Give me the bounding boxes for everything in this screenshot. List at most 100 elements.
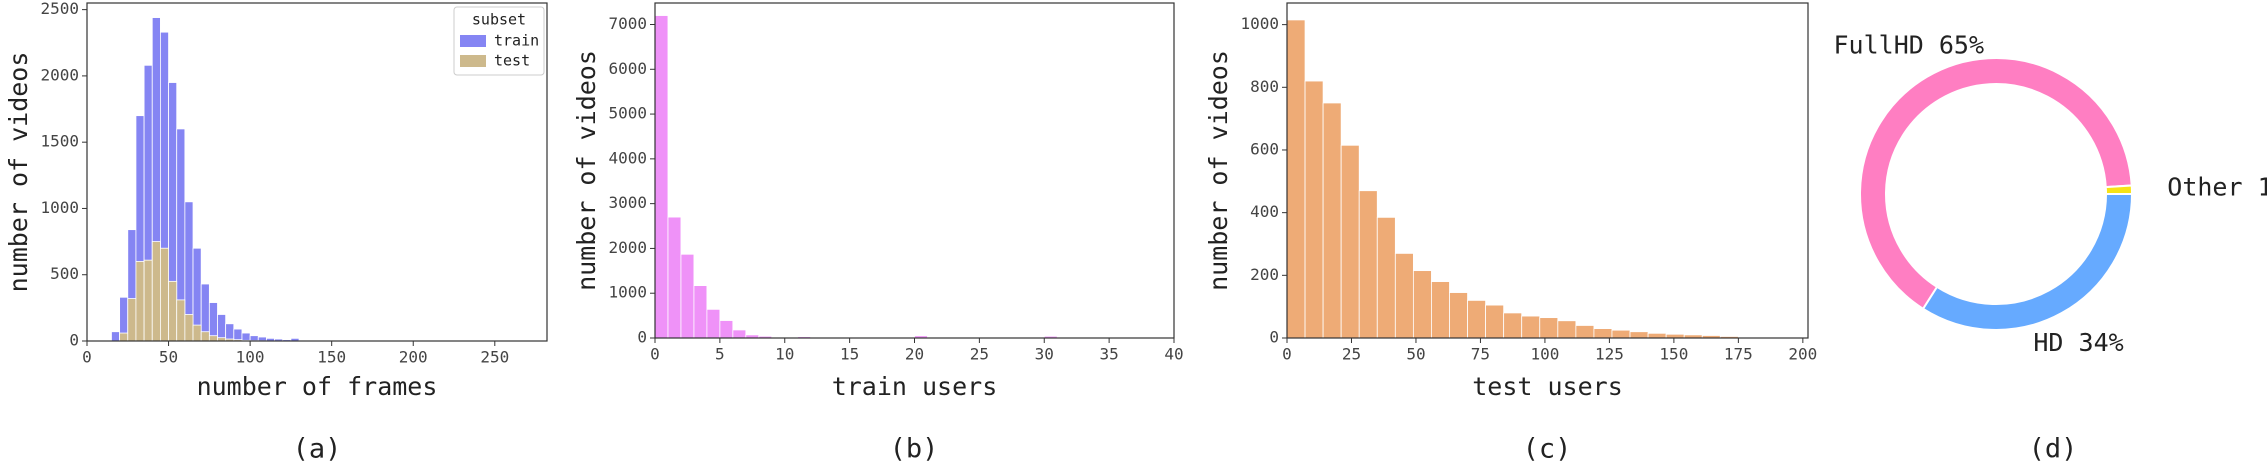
x-tick-label: 200 <box>1788 345 1817 364</box>
slice-name: Other <box>2167 173 2242 202</box>
bar <box>1593 328 1613 339</box>
y-tick-label: 4000 <box>608 148 647 167</box>
y-tick-label: 6000 <box>608 59 647 78</box>
bar <box>127 298 137 342</box>
bar <box>1376 216 1396 339</box>
legend-label: train <box>494 32 539 50</box>
x-tick-label: 150 <box>1659 345 1688 364</box>
bar <box>1322 102 1342 339</box>
y-tick-label: 400 <box>1250 202 1279 221</box>
slice-value: 65% <box>1939 31 1984 60</box>
x-tick-label: 175 <box>1724 345 1753 364</box>
slice-value: 34% <box>2079 328 2124 357</box>
y-tick-label: 2500 <box>40 0 79 18</box>
legend-swatch <box>460 55 486 67</box>
legend: subset train test <box>453 6 545 76</box>
y-axis-label: number of videos <box>572 50 601 291</box>
slice-label: HD 34% <box>2033 328 2123 357</box>
x-tick-label: 20 <box>905 345 924 364</box>
bar <box>168 280 178 342</box>
plot-frame <box>1286 2 1809 339</box>
bar <box>680 253 695 339</box>
x-tick-label: 15 <box>840 345 859 364</box>
legend-label: test <box>494 52 530 70</box>
bar <box>176 299 186 342</box>
bar <box>233 328 243 342</box>
x-tick-label: 50 <box>1406 345 1425 364</box>
bar <box>654 15 669 339</box>
bar <box>208 335 218 342</box>
slice-label: FullHD 65% <box>1834 31 1985 60</box>
y-tick-label: 2000 <box>40 65 79 84</box>
slice-label: Other 1% <box>2167 173 2267 202</box>
bar <box>143 259 153 342</box>
bar <box>667 216 682 339</box>
bar <box>208 302 218 342</box>
x-tick-label: 25 <box>970 345 989 364</box>
y-tick-label: 0 <box>69 331 79 350</box>
caption: (b) <box>890 434 939 465</box>
x-tick-label: 40 <box>1164 345 1183 364</box>
x-tick-label: 0 <box>650 345 660 364</box>
bar <box>1485 304 1505 339</box>
caption: (a) <box>293 434 342 465</box>
y-tick-label: 1500 <box>40 132 79 151</box>
x-tick-label: 10 <box>775 345 794 364</box>
x-axis-label: test users <box>1472 372 1623 401</box>
bar <box>1575 325 1595 339</box>
y-axis-label: number of videos <box>4 52 33 293</box>
donut-wedge <box>1921 193 2134 331</box>
y-tick-label: 2000 <box>608 238 647 257</box>
bar <box>706 308 721 339</box>
bar <box>192 324 202 342</box>
bar <box>1629 331 1649 339</box>
x-tick-label: 75 <box>1471 345 1490 364</box>
bar <box>1611 329 1631 339</box>
bar <box>1412 270 1432 339</box>
bar <box>1647 332 1667 339</box>
bar <box>135 261 145 342</box>
bar <box>1394 252 1414 339</box>
bar <box>1431 281 1450 339</box>
plot-frame <box>654 2 1175 339</box>
y-tick-label: 1000 <box>1240 14 1279 33</box>
bar <box>1286 19 1306 339</box>
x-tick-label: 150 <box>317 348 346 367</box>
bar <box>111 331 121 342</box>
bar <box>225 323 235 342</box>
caption: (c) <box>1523 434 1572 465</box>
bar <box>160 247 169 342</box>
bar <box>217 314 227 342</box>
bar <box>1539 317 1559 339</box>
x-tick-label: 100 <box>236 348 265 367</box>
bar <box>1521 315 1541 339</box>
y-tick-label: 7000 <box>608 14 647 33</box>
y-tick-label: 3000 <box>608 193 647 212</box>
x-tick-label: 35 <box>1099 345 1118 364</box>
x-tick-label: 30 <box>1035 345 1054 364</box>
x-tick-label: 5 <box>715 345 725 364</box>
y-tick-label: 0 <box>637 328 647 347</box>
bar <box>1304 80 1324 339</box>
bar <box>732 329 747 339</box>
slice-name: FullHD <box>1834 31 1924 60</box>
x-axis-label: number of frames <box>197 372 438 401</box>
donut-wedge <box>2104 184 2134 195</box>
x-tick-label: 125 <box>1595 345 1624 364</box>
y-tick-label: 500 <box>50 264 79 283</box>
bar <box>693 285 708 339</box>
x-axis-label: train users <box>832 372 998 401</box>
x-tick-label: 50 <box>159 348 178 367</box>
slice-value: 1% <box>2258 173 2267 202</box>
y-tick-label: 5000 <box>608 104 647 123</box>
donut-wedge <box>1859 57 2133 311</box>
x-tick-label: 200 <box>399 348 428 367</box>
bar <box>200 331 210 342</box>
y-tick-label: 1000 <box>608 283 647 302</box>
x-tick-label: 25 <box>1342 345 1361 364</box>
bar <box>1503 312 1523 339</box>
bar <box>719 320 734 339</box>
caption: (d) <box>2029 434 2078 465</box>
bar <box>241 332 251 342</box>
